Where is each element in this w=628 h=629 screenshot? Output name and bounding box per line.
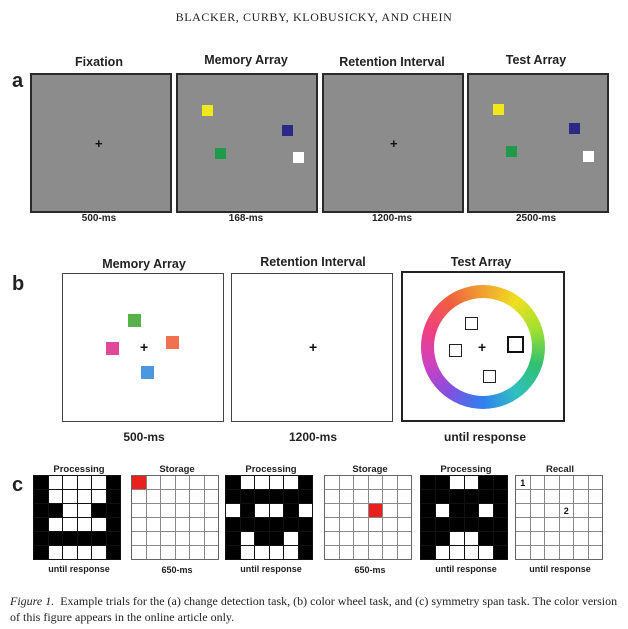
running-header: BLACKER, CURBY, KLOBUSICKY, AND CHEIN bbox=[175, 10, 453, 24]
panel-a-letter: a bbox=[12, 70, 24, 92]
c-title-storage-1: Storage bbox=[159, 464, 195, 475]
green-square bbox=[128, 314, 141, 327]
probe-outline-square bbox=[465, 317, 478, 330]
recall-grid: 1 2 bbox=[515, 475, 603, 560]
a-time-test-array: 2500-ms bbox=[515, 213, 557, 224]
fixation-cross: + bbox=[140, 339, 149, 355]
b-retention-screen: + bbox=[231, 273, 393, 422]
a-memory-array-screen bbox=[176, 73, 318, 213]
b-title-memory-array: Memory Array bbox=[102, 257, 186, 271]
c-title-processing-2: Processing bbox=[245, 464, 297, 475]
orange-square bbox=[166, 336, 179, 349]
a-time-retention: 1200-ms bbox=[371, 213, 413, 224]
fixation-cross: + bbox=[309, 339, 318, 355]
figure-caption: Figure 1. Example trials for the (a) cha… bbox=[10, 593, 620, 625]
probe-outline-square bbox=[483, 370, 496, 383]
c-time-storage-2: 650-ms bbox=[354, 565, 386, 575]
yellow-square bbox=[202, 105, 213, 116]
c-time-processing-3: until response bbox=[435, 564, 497, 574]
c-title-storage-2: Storage bbox=[352, 464, 388, 475]
c-title-recall: Recall bbox=[546, 464, 574, 475]
probe-outline-square bbox=[449, 344, 462, 357]
color-wheel bbox=[421, 285, 545, 409]
recall-label-1: 1 bbox=[516, 476, 530, 489]
fixation-cross: + bbox=[478, 339, 487, 355]
c-time-recall: until response bbox=[529, 564, 591, 574]
c-time-storage-1: 650-ms bbox=[161, 565, 193, 575]
green-square bbox=[506, 146, 517, 157]
navy-square bbox=[569, 123, 580, 134]
b-memory-array-screen: + bbox=[62, 273, 224, 422]
a-test-array-screen bbox=[467, 73, 609, 213]
c-time-processing-1: until response bbox=[48, 564, 110, 574]
storage-red-cell bbox=[368, 504, 382, 517]
a-time-memory-array: 168-ms bbox=[228, 213, 264, 224]
fixation-cross: + bbox=[95, 136, 103, 151]
recall-label-2: 2 bbox=[559, 504, 573, 517]
c-title-processing-1: Processing bbox=[53, 464, 105, 475]
pink-square bbox=[106, 342, 119, 355]
a-fixation-screen: + bbox=[30, 73, 172, 213]
a-title-memory-array: Memory Array bbox=[204, 53, 288, 67]
yellow-square bbox=[493, 104, 504, 115]
green-square bbox=[215, 148, 226, 159]
a-time-fixation: 500-ms bbox=[81, 213, 117, 224]
navy-square bbox=[282, 125, 293, 136]
probe-target-square bbox=[507, 336, 524, 353]
storage-red-cell bbox=[132, 476, 146, 489]
panel-b-letter: b bbox=[12, 273, 25, 295]
panel-c-letter: c bbox=[12, 474, 24, 496]
c-title-processing-3: Processing bbox=[440, 464, 492, 475]
fixation-cross: + bbox=[390, 136, 398, 151]
white-square bbox=[293, 152, 304, 163]
processing-grid-3 bbox=[420, 475, 508, 560]
b-title-test-array: Test Array bbox=[450, 255, 512, 269]
caption-text: Example trials for the (a) change detect… bbox=[10, 594, 618, 624]
b-time-memory-array: 500-ms bbox=[123, 430, 165, 444]
processing-grid-1 bbox=[33, 475, 121, 560]
b-title-retention-interval: Retention Interval bbox=[260, 255, 366, 269]
a-title-test-array: Test Array bbox=[505, 53, 567, 67]
storage-grid-2 bbox=[324, 475, 412, 560]
c-time-processing-2: until response bbox=[240, 564, 302, 574]
a-title-retention-interval: Retention Interval bbox=[339, 55, 445, 69]
storage-grid-1 bbox=[131, 475, 219, 560]
b-test-array-screen: + bbox=[401, 271, 565, 422]
a-retention-screen: + bbox=[322, 73, 464, 213]
white-square bbox=[583, 151, 594, 162]
b-time-retention: 1200-ms bbox=[288, 430, 338, 444]
figure-label: Figure 1. bbox=[10, 594, 55, 608]
a-title-fixation: Fixation bbox=[75, 55, 123, 69]
blue-square bbox=[141, 366, 154, 379]
processing-grid-2 bbox=[225, 475, 313, 560]
b-time-test-array: until response bbox=[443, 430, 526, 444]
